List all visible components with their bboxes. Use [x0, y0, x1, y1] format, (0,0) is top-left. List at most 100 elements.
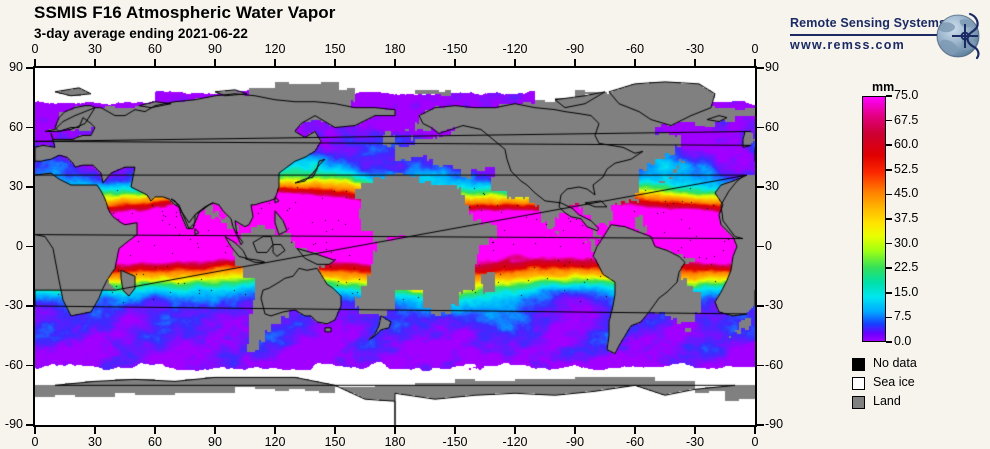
y-tick: [757, 305, 764, 307]
y-tick-label-right: 60: [765, 119, 779, 134]
x-tick: [274, 59, 276, 66]
x-tick: [514, 427, 516, 434]
x-tick-label: -120: [502, 435, 528, 449]
colorbar-tick: [886, 169, 892, 171]
x-tick: [574, 427, 576, 434]
colorbar-tick: [886, 242, 892, 245]
colorbar-tick: [886, 95, 892, 97]
y-tick: [26, 364, 33, 367]
x-tick: [394, 427, 396, 434]
y-tick: [26, 186, 33, 188]
logo-org-name: Remote Sensing Systems: [790, 16, 947, 30]
y-tick-label-left: 90: [9, 60, 23, 74]
x-tick: [334, 427, 336, 434]
y-tick-label-right: -30: [765, 298, 784, 312]
colorbar-tick-label: 15.0: [894, 284, 919, 299]
y-tick: [757, 424, 764, 426]
x-tick: [274, 427, 276, 434]
x-tick: [454, 59, 456, 66]
colorbar-tick-label: 30.0: [894, 235, 919, 250]
x-tick: [394, 59, 396, 66]
x-tick: [754, 427, 756, 434]
x-tick-label: -150: [442, 42, 468, 56]
key-item-sea-ice: Sea ice: [852, 374, 982, 393]
x-tick-label: -150: [442, 435, 468, 449]
y-tick-label-right: -90: [765, 417, 784, 431]
x-tick-label: 180: [384, 435, 406, 449]
logo-url: www.remss.com: [790, 38, 906, 52]
y-tick: [26, 424, 33, 426]
colorbar-tick: [886, 193, 892, 196]
water-vapor-map[interactable]: [33, 66, 757, 427]
key-label-no-data: No data: [873, 356, 917, 370]
x-tick: [214, 59, 216, 66]
x-tick: [574, 59, 576, 66]
colorbar-tick: [886, 292, 892, 294]
colorbar-tick-label: 75.0: [894, 88, 919, 102]
key-label-land: Land: [873, 394, 901, 408]
x-tick-label: 0: [751, 42, 759, 56]
y-tick-label-left: -60: [4, 357, 23, 372]
x-tick-label: 180: [384, 42, 406, 56]
logo-divider: [790, 34, 945, 36]
x-tick-label: 0: [751, 435, 759, 449]
x-tick-label: 60: [148, 435, 162, 449]
rss-logo[interactable]: Remote Sensing Systems www.remss.com: [790, 8, 986, 64]
y-tick-label-left: 60: [9, 119, 23, 134]
x-tick: [94, 427, 96, 434]
x-tick: [634, 59, 636, 66]
colorbar-tick: [886, 144, 892, 146]
x-tick-label: 30: [88, 42, 102, 56]
page-subtitle: 3-day average ending 2021-06-22: [34, 26, 248, 41]
x-tick: [454, 427, 456, 434]
x-tick: [154, 59, 156, 66]
y-tick-label-right: 90: [765, 60, 779, 74]
y-tick: [757, 67, 764, 69]
y-tick: [26, 126, 33, 129]
x-tick: [754, 59, 756, 66]
x-tick-label: -90: [565, 435, 585, 449]
x-tick-label: 30: [88, 435, 102, 449]
colorbar-tick-label: 7.5: [894, 309, 912, 324]
key-swatch-sea-ice: [852, 377, 865, 390]
y-tick-label-left: 30: [9, 179, 23, 193]
x-tick-label: 120: [264, 435, 286, 449]
y-tick-label-left: 0: [16, 238, 23, 253]
map-key: No data Sea ice Land: [852, 355, 982, 412]
colorbar-tick: [886, 218, 892, 220]
y-tick-label-right: 30: [765, 179, 779, 193]
colorbar-tick: [886, 267, 892, 269]
x-tick-label: -30: [685, 435, 705, 449]
key-swatch-no-data: [852, 358, 865, 371]
colorbar-tick-label: 37.5: [894, 211, 919, 225]
x-tick: [334, 59, 336, 66]
y-tick-label-right: 0: [765, 238, 772, 253]
colorbar-tick: [886, 341, 892, 343]
colorbar-gradient[interactable]: [862, 96, 886, 342]
y-tick: [26, 245, 33, 248]
x-tick-label: -120: [502, 42, 528, 56]
x-tick-label: 150: [324, 42, 346, 56]
x-tick: [34, 59, 36, 66]
key-label-sea-ice: Sea ice: [873, 375, 915, 389]
x-tick: [214, 427, 216, 434]
x-tick: [634, 427, 636, 434]
x-tick-label: -60: [625, 42, 645, 56]
colorbar-tick: [886, 316, 892, 319]
key-item-land: Land: [852, 393, 982, 412]
x-tick-label: -90: [565, 42, 585, 56]
y-tick: [757, 126, 764, 129]
x-tick-label: 90: [208, 42, 222, 56]
colorbar-tick-label: 67.5: [894, 112, 919, 127]
x-tick: [694, 59, 696, 66]
colorbar-tick: [886, 119, 892, 122]
x-tick-label: 90: [208, 435, 222, 449]
x-tick-label: 120: [264, 42, 286, 56]
map-raster: [35, 68, 755, 425]
x-tick-label: 60: [148, 42, 162, 56]
y-tick: [26, 305, 33, 307]
x-tick-label: 0: [31, 42, 39, 56]
x-tick: [514, 59, 516, 66]
x-tick-label: 0: [31, 435, 39, 449]
x-tick: [34, 427, 36, 434]
